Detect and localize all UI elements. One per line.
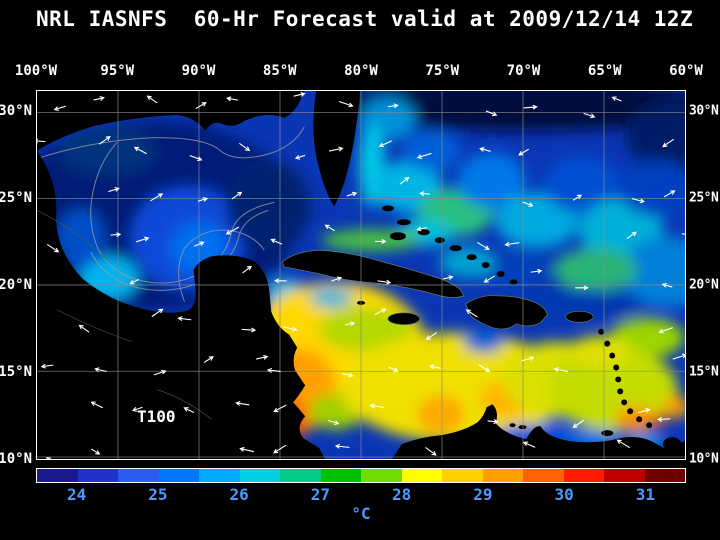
lon-label: 70°W [506,63,541,79]
bathymetry-contours [37,126,305,303]
lat-label-right: 10°N [689,451,719,467]
current-vectors [37,92,685,459]
lon-label: 100°W [14,63,58,79]
lat-label-right: 30°N [689,103,719,119]
colorbar-tick-label: 28 [391,485,412,504]
colorbar-segment [604,469,645,482]
lon-label: 65°W [587,63,622,79]
colorbar-segment [563,469,604,482]
lat-label-left: 10°N [0,450,32,467]
colorbar-segment [77,469,118,482]
colorbar-segment [239,469,280,482]
lat-label-left: 30°N [0,103,32,120]
lat-label-right: 25°N [689,190,719,206]
colorbar-segment [199,469,240,482]
lon-label: 95°W [100,63,135,79]
colorbar-segment [320,469,361,482]
colorbar-tick-label: 30 [554,485,574,504]
lat-label-left: 15°N [0,363,32,380]
colorbar-tick-label: 24 [66,485,87,504]
depth-label: T100 [137,407,176,426]
colorbar-segment [118,469,159,482]
colorbar-segment [401,469,442,482]
colorbar-tick-label: 26 [229,485,249,504]
colorbar-tick-label: 25 [148,485,168,504]
temperature-field-svg [37,91,685,459]
lon-label: 85°W [262,63,297,79]
colorbar-tick-label: 29 [473,485,493,504]
lon-label: 60°W [669,63,703,79]
colorbar-segment [442,469,483,482]
colorbar-segment [523,469,564,482]
colorbar-segment [361,469,402,482]
lat-label-left: 25°N [0,190,32,207]
lon-label: 80°W [344,63,378,79]
map-area: T100 [36,90,686,460]
lat-label-right: 20°N [689,277,719,293]
colorbar-segment [644,469,685,482]
right-axis: 30°N 25°N 20°N 15°N 10°N [689,90,720,466]
lon-label: 90°W [181,63,216,79]
colorbar-segments [36,468,686,483]
colorbar-segment [158,469,199,482]
colorbar-labels: 24 25 26 27 28 29 30 31 [36,485,686,504]
left-axis: 30°N 25°N 20°N 15°N 10°N [0,90,33,466]
colorbar-tick-label: 31 [635,485,656,504]
page-title: NRL IASNFS 60-Hr Forecast valid at 2009/… [36,7,694,31]
colorbar-segment [482,469,523,482]
lon-label: 75°W [425,63,460,79]
lat-label-right: 15°N [689,364,719,380]
colorbar-segment [280,469,321,482]
lat-label-left: 20°N [0,276,32,293]
land-contours [37,209,212,420]
colorbar-unit: °C [351,504,371,523]
top-axis: 100°W 95°W 90°W 85°W 80°W 75°W 70°W 65°W 60°W [15,63,703,81]
colorbar-tick-label: 27 [310,485,331,504]
land-mask [37,91,685,459]
colorbar-segment [37,469,78,482]
